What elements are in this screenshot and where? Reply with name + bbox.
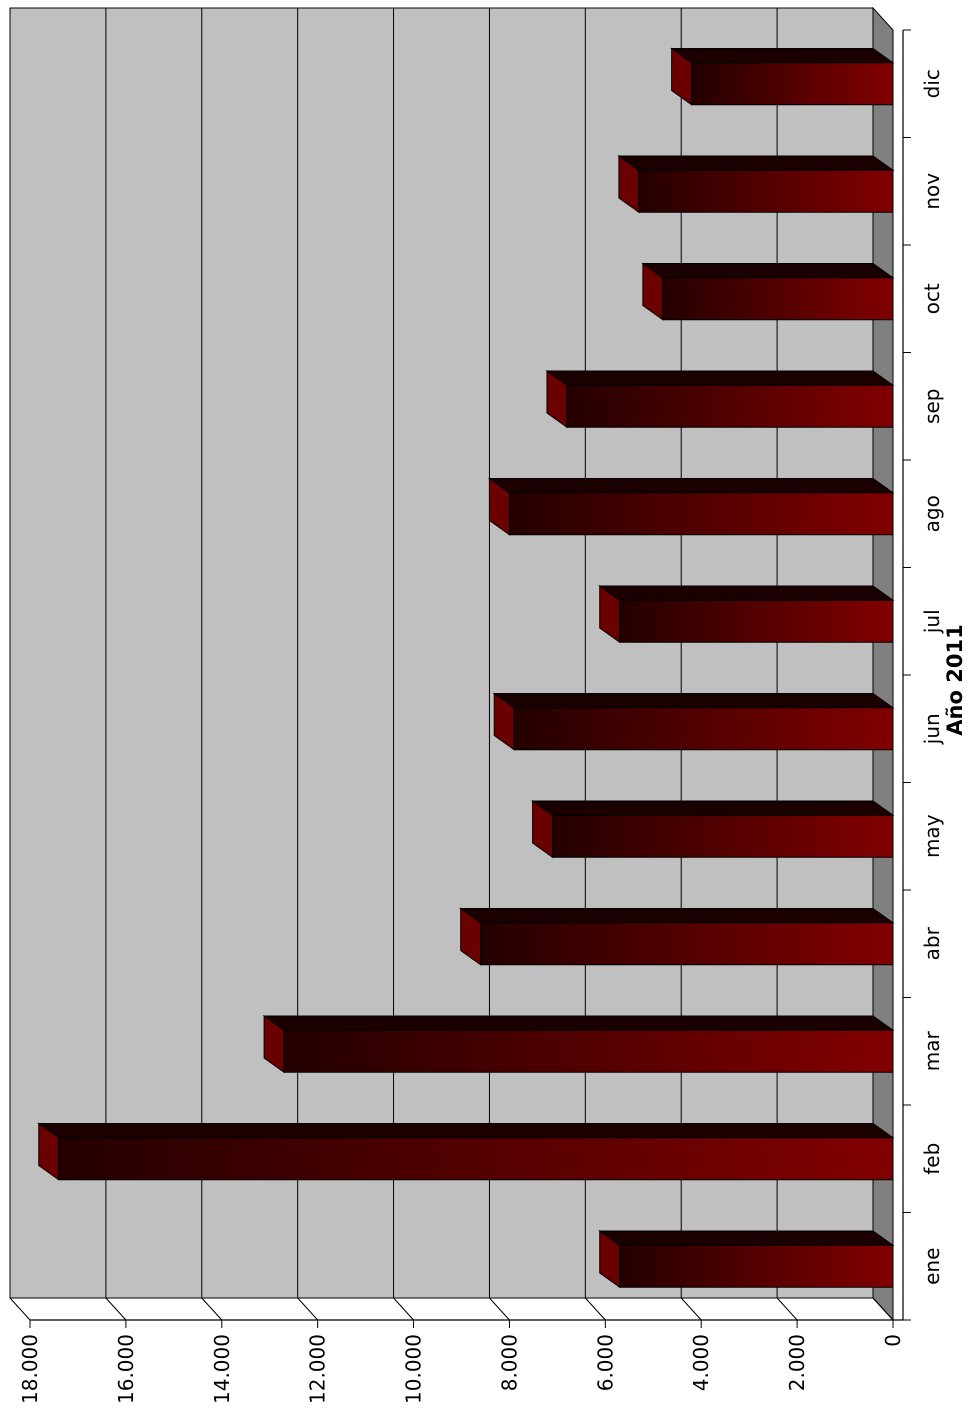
value-tick-label: 4.000 [689,1334,713,1391]
bar [641,262,895,321]
gridline-base [872,1297,894,1321]
gridline-base [297,1297,319,1321]
value-tick-label: 10.000 [402,1334,426,1404]
bar-top-face [262,1015,895,1031]
category-label: sep [920,389,944,424]
bars [37,47,895,1289]
category-label: jun [920,713,944,745]
bar [487,477,895,536]
bar-top-face [598,1230,895,1246]
category-label: jul [920,609,944,634]
bar [598,584,895,644]
bar-front-face [480,922,894,966]
bar [262,1014,895,1074]
category-label: ago [920,495,944,532]
bar-top-face [617,155,895,171]
category-label: mar [920,1030,944,1071]
value-tick-label: 14.000 [210,1334,234,1404]
value-axis: 0 2.000 4.000 6.000 8.000 10.000 12.000 14.000 1… [18,1320,905,1404]
value-tick-label: 16.000 [114,1334,138,1404]
category-label: abr [920,926,944,960]
bar-top-face [37,1122,895,1139]
bar [37,1122,895,1181]
category-label: may [920,814,944,858]
category-axis: ene feb mar abr may jun jul ago sep oct nov dic [903,29,944,1321]
bar-front-face [283,1029,894,1073]
bar-top-face [487,477,895,494]
bar-front-face [662,277,894,321]
category-axis-title: Año 2011 [943,624,967,735]
gridline-base [201,1297,223,1321]
bar-top-face [545,370,895,386]
bar [598,1229,895,1289]
category-label: dic [920,69,944,98]
bar-front-face [58,1137,894,1181]
bar-front-face [513,707,894,751]
bar [617,154,895,214]
bar-front-face [619,1244,894,1288]
bar [670,47,895,106]
gridline-base [776,1297,798,1321]
value-tick-label: 2.000 [785,1334,809,1391]
bar [545,369,895,429]
value-tick-label: 18.000 [18,1334,42,1404]
bar-top-face [670,47,895,64]
bar-top-face [641,262,895,279]
category-label: feb [920,1143,944,1175]
bar [459,907,895,966]
bar-front-face [691,62,894,106]
category-label: ene [920,1248,944,1285]
gridline-base [584,1297,606,1321]
gridline-base [393,1297,414,1321]
category-label: nov [920,173,944,210]
bar-top-face [459,907,895,924]
bar-top-face [531,800,895,816]
bar-front-face [566,384,894,428]
gridline-base [489,1297,510,1321]
value-tick-label: 8.000 [497,1334,521,1391]
plot-area [9,6,904,1322]
bar-top-face [598,585,895,601]
bar-front-face [508,492,894,536]
gridline-base [680,1297,702,1321]
bar-front-face [619,599,894,643]
bar-front-face [638,169,894,213]
gridline-base [9,1297,31,1321]
bar [492,692,895,751]
category-label: oct [920,283,944,314]
value-tick-label: 0 [881,1334,905,1347]
gridline-base [105,1297,127,1321]
bar-top-face [492,692,895,709]
bar-front-face [552,814,894,858]
value-tick-label: 12.000 [306,1334,330,1404]
value-tick-label: 6.000 [593,1334,617,1391]
bar [531,799,895,859]
